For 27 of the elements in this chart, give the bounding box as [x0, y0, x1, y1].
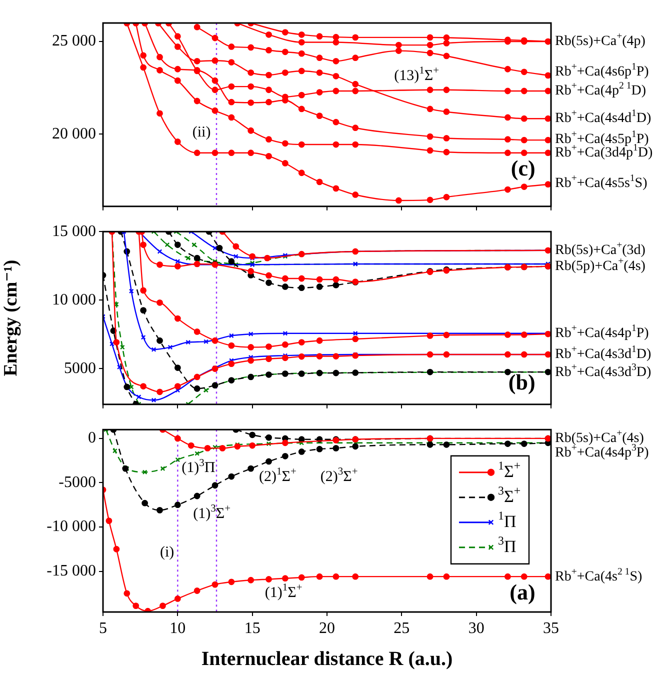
x-tick-label: 15 [244, 620, 260, 637]
x-tick-label: 5 [99, 620, 107, 637]
x-tick-label: 20 [319, 620, 335, 637]
y-tick-label: 20 000 [52, 125, 96, 142]
y-tick-label: -15 000 [46, 562, 96, 580]
y-tick-label: -5000 [58, 474, 96, 491]
text: Rb(5s)+Ca+(3d) [555, 240, 646, 258]
x-tick-label: 10 [170, 620, 186, 637]
y-tick-label: -10 000 [46, 518, 96, 536]
annotation: (c) [510, 155, 536, 180]
y-tick-label: 5000 [64, 360, 96, 377]
annotation: (a) [510, 579, 536, 604]
x-tick-label: 30 [468, 620, 484, 637]
text: Rb(5p)+Ca+(4s) [555, 256, 646, 274]
y-tick-label: 10 000 [52, 291, 96, 308]
annotation: (b) [508, 369, 536, 394]
y-tick-label: 15 000 [52, 222, 96, 240]
text: Rb(5s)+Ca+(4s) [555, 428, 644, 446]
text: Rb(5s)+Ca+(4p) [555, 31, 646, 50]
y-axis-title: Energy (cm⁻¹) [0, 260, 22, 376]
y-tick-label: 0 [88, 430, 96, 447]
x-tick-label: 35 [543, 620, 559, 637]
x-axis-title: Internuclear distance R (a.u.) [201, 648, 453, 670]
annotation: (i) [160, 544, 174, 561]
y-tick-label: 25 000 [52, 32, 96, 50]
annotation: (ii) [192, 124, 211, 140]
x-tick-label: 25 [394, 620, 410, 637]
